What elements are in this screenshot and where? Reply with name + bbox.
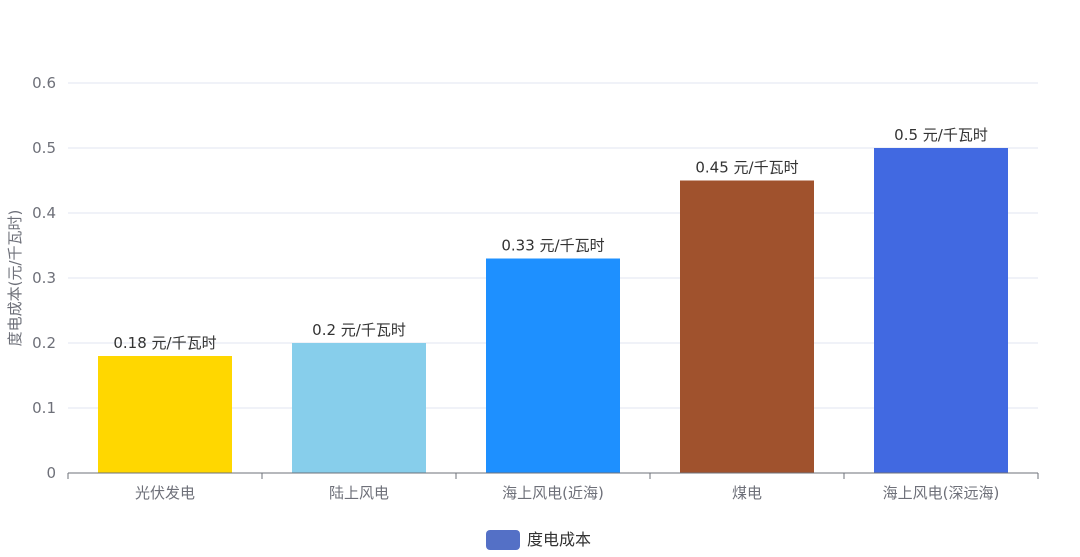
x-tick-label: 光伏发电 <box>135 484 195 502</box>
x-tick-label: 陆上风电 <box>329 484 389 502</box>
data-label: 0.18 元/千瓦时 <box>113 334 216 352</box>
y-tick-label: 0.6 <box>32 74 56 92</box>
y-tick-label: 0 <box>46 464 56 482</box>
bar[interactable] <box>292 343 426 473</box>
data-labels: 0.18 元/千瓦时 0.2 元/千瓦时 0.33 元/千瓦时 0.45 元/千瓦时 0… <box>113 126 987 352</box>
bar[interactable] <box>680 180 814 474</box>
data-label: 0.33 元/千瓦时 <box>501 237 604 255</box>
legend[interactable]: 度电成本 <box>486 530 591 550</box>
y-tick-label: 0.5 <box>32 139 56 157</box>
legend-swatch[interactable] <box>486 530 520 550</box>
x-tick-label: 海上风电(深远海) <box>883 484 1000 502</box>
x-tick-label: 煤电 <box>732 484 762 502</box>
data-label: 0.45 元/千瓦时 <box>695 159 798 177</box>
legend-label[interactable]: 度电成本 <box>527 530 591 549</box>
bar[interactable] <box>874 148 1008 473</box>
y-tick-label: 0.4 <box>32 204 56 222</box>
data-label: 0.5 元/千瓦时 <box>894 126 988 144</box>
bars <box>98 148 1008 473</box>
y-tick-label: 0.3 <box>32 269 56 287</box>
data-label: 0.2 元/千瓦时 <box>312 321 406 339</box>
y-axis-ticks: 0 0.1 0.2 0.3 0.4 0.5 0.6 <box>32 74 56 482</box>
y-axis-title: 度电成本(元/千瓦时) <box>6 210 24 347</box>
y-tick-label: 0.1 <box>32 399 56 417</box>
x-axis: 光伏发电 陆上风电 海上风电(近海) 煤电 海上风电(深远海) <box>67 472 1039 502</box>
y-tick-label: 0.2 <box>32 334 56 352</box>
bar[interactable] <box>486 258 620 474</box>
x-tick-label: 海上风电(近海) <box>502 484 604 502</box>
bar[interactable] <box>98 356 232 473</box>
